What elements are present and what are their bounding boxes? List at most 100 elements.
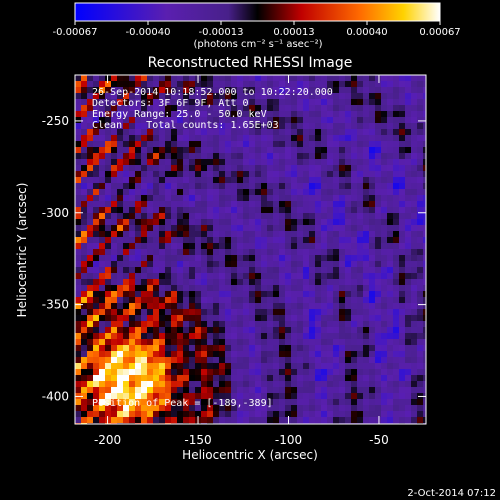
heatmap-cell: [267, 357, 273, 363]
heatmap-cell: [327, 105, 333, 111]
heatmap-cell: [75, 375, 81, 381]
heatmap-cell: [345, 219, 351, 225]
heatmap-cell: [153, 111, 159, 117]
heatmap-cell: [327, 177, 333, 183]
heatmap-cell: [357, 225, 363, 231]
heatmap-cell: [219, 111, 225, 117]
heatmap-cell: [387, 273, 393, 279]
heatmap-cell: [75, 81, 81, 87]
heatmap-cell: [231, 345, 237, 351]
heatmap-cell: [333, 387, 339, 393]
heatmap-cell: [105, 111, 111, 117]
heatmap-cell: [255, 213, 261, 219]
heatmap-cell: [369, 141, 375, 147]
heatmap-cell: [153, 333, 159, 339]
heatmap-cell: [315, 363, 321, 369]
heatmap-cell: [225, 405, 231, 411]
heatmap-cell: [135, 273, 141, 279]
heatmap-cell: [273, 267, 279, 273]
heatmap-cell: [255, 231, 261, 237]
heatmap-cell: [303, 375, 309, 381]
heatmap-cell: [423, 87, 426, 93]
heatmap-cell: [351, 183, 357, 189]
heatmap-cell: [237, 105, 243, 111]
heatmap-cell: [327, 255, 333, 261]
heatmap-cell: [237, 417, 243, 423]
heatmap-cell: [123, 219, 129, 225]
heatmap-cell: [261, 189, 267, 195]
heatmap-cell: [75, 231, 81, 237]
heatmap-cell: [369, 375, 375, 381]
heatmap-cell: [333, 99, 339, 105]
heatmap-cell: [351, 363, 357, 369]
heatmap-cell: [243, 153, 249, 159]
heatmap-cell: [111, 273, 117, 279]
heatmap-cell: [237, 399, 243, 405]
heatmap-cell: [357, 291, 363, 297]
heatmap-cell: [279, 249, 285, 255]
heatmap-cell: [213, 105, 219, 111]
heatmap-cell: [279, 279, 285, 285]
heatmap-cell: [291, 75, 297, 81]
heatmap-cell: [111, 147, 117, 153]
heatmap-cell: [405, 261, 411, 267]
heatmap-cell: [411, 243, 417, 249]
heatmap-cell: [129, 249, 135, 255]
heatmap-cell: [417, 87, 423, 93]
heatmap-cell: [381, 381, 387, 387]
heatmap-cell: [213, 225, 219, 231]
heatmap-cell: [345, 387, 351, 393]
heatmap-cell: [129, 111, 135, 117]
heatmap-cell: [117, 399, 123, 405]
heatmap-cell: [309, 381, 315, 387]
heatmap-cell: [399, 315, 405, 321]
heatmap-cell: [165, 93, 171, 99]
heatmap-cell: [255, 291, 261, 297]
heatmap-cell: [399, 243, 405, 249]
heatmap-cell: [201, 279, 207, 285]
heatmap-cell: [243, 267, 249, 273]
heatmap-cell: [195, 171, 201, 177]
heatmap-cell: [285, 387, 291, 393]
heatmap-cell: [297, 249, 303, 255]
heatmap-cell: [153, 153, 159, 159]
heatmap-cell: [105, 393, 111, 399]
heatmap-cell: [309, 303, 315, 309]
heatmap-cell: [225, 255, 231, 261]
heatmap-cell: [171, 105, 177, 111]
heatmap-cell: [183, 375, 189, 381]
heatmap-cell: [81, 117, 87, 123]
heatmap-cell: [159, 195, 165, 201]
heatmap-cell: [183, 153, 189, 159]
heatmap-cell: [195, 393, 201, 399]
heatmap-cell: [231, 375, 237, 381]
heatmap-cell: [195, 369, 201, 375]
heatmap-cell: [237, 309, 243, 315]
heatmap-cell: [213, 387, 219, 393]
heatmap-cell: [291, 255, 297, 261]
heatmap-cell: [153, 75, 159, 81]
heatmap-cell: [153, 411, 159, 417]
heatmap-cell: [267, 399, 273, 405]
heatmap-cell: [177, 303, 183, 309]
heatmap-cell: [141, 243, 147, 249]
heatmap-cell: [255, 375, 261, 381]
heatmap-cell: [297, 393, 303, 399]
heatmap-cell: [93, 105, 99, 111]
axis-ticks: -200 -150 -100 -50-250-300-350-400: [42, 75, 426, 447]
heatmap-cell: [315, 87, 321, 93]
heatmap-cell: [105, 135, 111, 141]
heatmap-cell: [393, 273, 399, 279]
heatmap-cell: [375, 405, 381, 411]
heatmap-cell: [213, 231, 219, 237]
heatmap-cell: [207, 183, 213, 189]
heatmap-cell: [405, 93, 411, 99]
heatmap-cell: [261, 273, 267, 279]
heatmap-cell: [129, 303, 135, 309]
heatmap-cell: [111, 345, 117, 351]
heatmap-cell: [87, 243, 93, 249]
heatmap-cell: [93, 255, 99, 261]
heatmap-cell: [303, 93, 309, 99]
heatmap-cell: [399, 135, 405, 141]
heatmap-cell: [171, 387, 177, 393]
